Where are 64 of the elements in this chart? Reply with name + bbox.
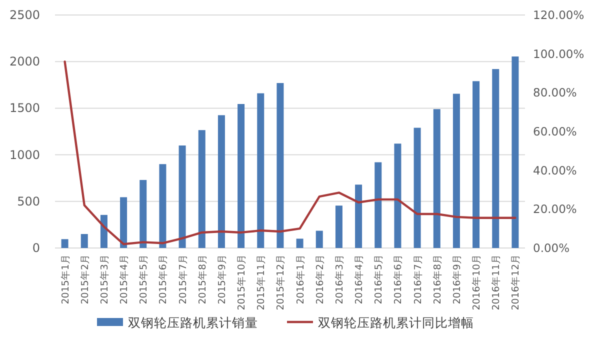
bar bbox=[257, 93, 264, 248]
y-tick-label: 1000 bbox=[9, 148, 40, 162]
x-tick-label: 2016年4月 bbox=[353, 254, 366, 304]
x-tick-label: 2016年6月 bbox=[392, 254, 404, 304]
x-tick-label: 2016年2月 bbox=[314, 254, 326, 304]
x-tick-label: 2015年1月 bbox=[59, 254, 72, 304]
bar bbox=[374, 162, 382, 248]
x-tick-label: 2015年9月 bbox=[216, 254, 228, 304]
y-tick-label: 0 bbox=[32, 241, 40, 255]
bar bbox=[100, 214, 108, 248]
bar bbox=[512, 56, 519, 248]
bar bbox=[414, 128, 421, 248]
y-tick-label: 2000 bbox=[9, 54, 40, 69]
x-tick-label: 2015年5月 bbox=[138, 254, 150, 304]
y-tick-label: 1500 bbox=[9, 101, 40, 116]
legend-label: 双钢轮压路机累计销量 bbox=[128, 315, 258, 330]
x-tick-label: 2015年3月 bbox=[98, 254, 110, 304]
x-tick-label: 2016年9月 bbox=[450, 254, 463, 304]
y-tick-label: 500 bbox=[17, 194, 40, 208]
x-tick-label: 2016年8月 bbox=[431, 254, 444, 304]
bar bbox=[472, 81, 480, 248]
bar bbox=[433, 109, 440, 248]
x-tick-label: 2016年10月 bbox=[470, 254, 483, 310]
bar bbox=[178, 145, 186, 248]
x-tick-label: 2015年6月 bbox=[157, 254, 170, 304]
bar bbox=[394, 144, 402, 248]
bar bbox=[80, 234, 88, 248]
y2-tick-label: 100.00% bbox=[533, 46, 584, 61]
bar bbox=[335, 206, 342, 248]
legend-label: 双钢轮压路机累计同比增幅 bbox=[318, 315, 474, 330]
x-tick-label: 2016年11月 bbox=[490, 254, 502, 310]
x-tick-label: 2015年2月 bbox=[78, 254, 91, 304]
x-tick-label: 2016年1月 bbox=[294, 254, 306, 304]
x-tick-label: 2016年3月 bbox=[333, 254, 346, 304]
bar bbox=[492, 69, 500, 248]
x-tick-label: 2015年11月 bbox=[255, 254, 268, 310]
y2-tick-label: 120.00% bbox=[533, 8, 584, 22]
line-series bbox=[64, 60, 516, 246]
bar bbox=[452, 94, 460, 248]
x-tick-label: 2015年7月 bbox=[176, 254, 189, 304]
bar bbox=[316, 230, 323, 248]
x-tick-label: 2015年12月 bbox=[274, 254, 287, 310]
y2-tick-label: 20.00% bbox=[533, 202, 577, 216]
bar bbox=[120, 197, 128, 248]
y2-tick-label: 80.00% bbox=[533, 86, 577, 100]
x-tick-label: 2015年4月 bbox=[118, 254, 130, 304]
y2-tick-label: 40.00% bbox=[533, 163, 577, 178]
bar bbox=[296, 238, 304, 248]
x-tick-label: 2016年12月 bbox=[510, 254, 522, 310]
bar bbox=[198, 130, 206, 248]
bar bbox=[140, 180, 147, 248]
x-tick-label: 2015年10月 bbox=[236, 254, 248, 310]
y2-tick-label: 0.00% bbox=[533, 241, 570, 255]
bar bbox=[355, 184, 362, 248]
x-tick-label: 2016年7月 bbox=[412, 254, 424, 304]
x-tick-label: 2016年5月 bbox=[372, 254, 385, 304]
bar bbox=[61, 239, 68, 248]
y-tick-label: 2500 bbox=[9, 8, 40, 22]
x-tick-label: 2015年8月 bbox=[196, 254, 208, 304]
bar bbox=[276, 83, 284, 248]
bar bbox=[238, 104, 245, 248]
y2-tick-label: 60.00% bbox=[533, 124, 577, 138]
bar bbox=[218, 115, 225, 248]
bar bbox=[159, 164, 166, 248]
